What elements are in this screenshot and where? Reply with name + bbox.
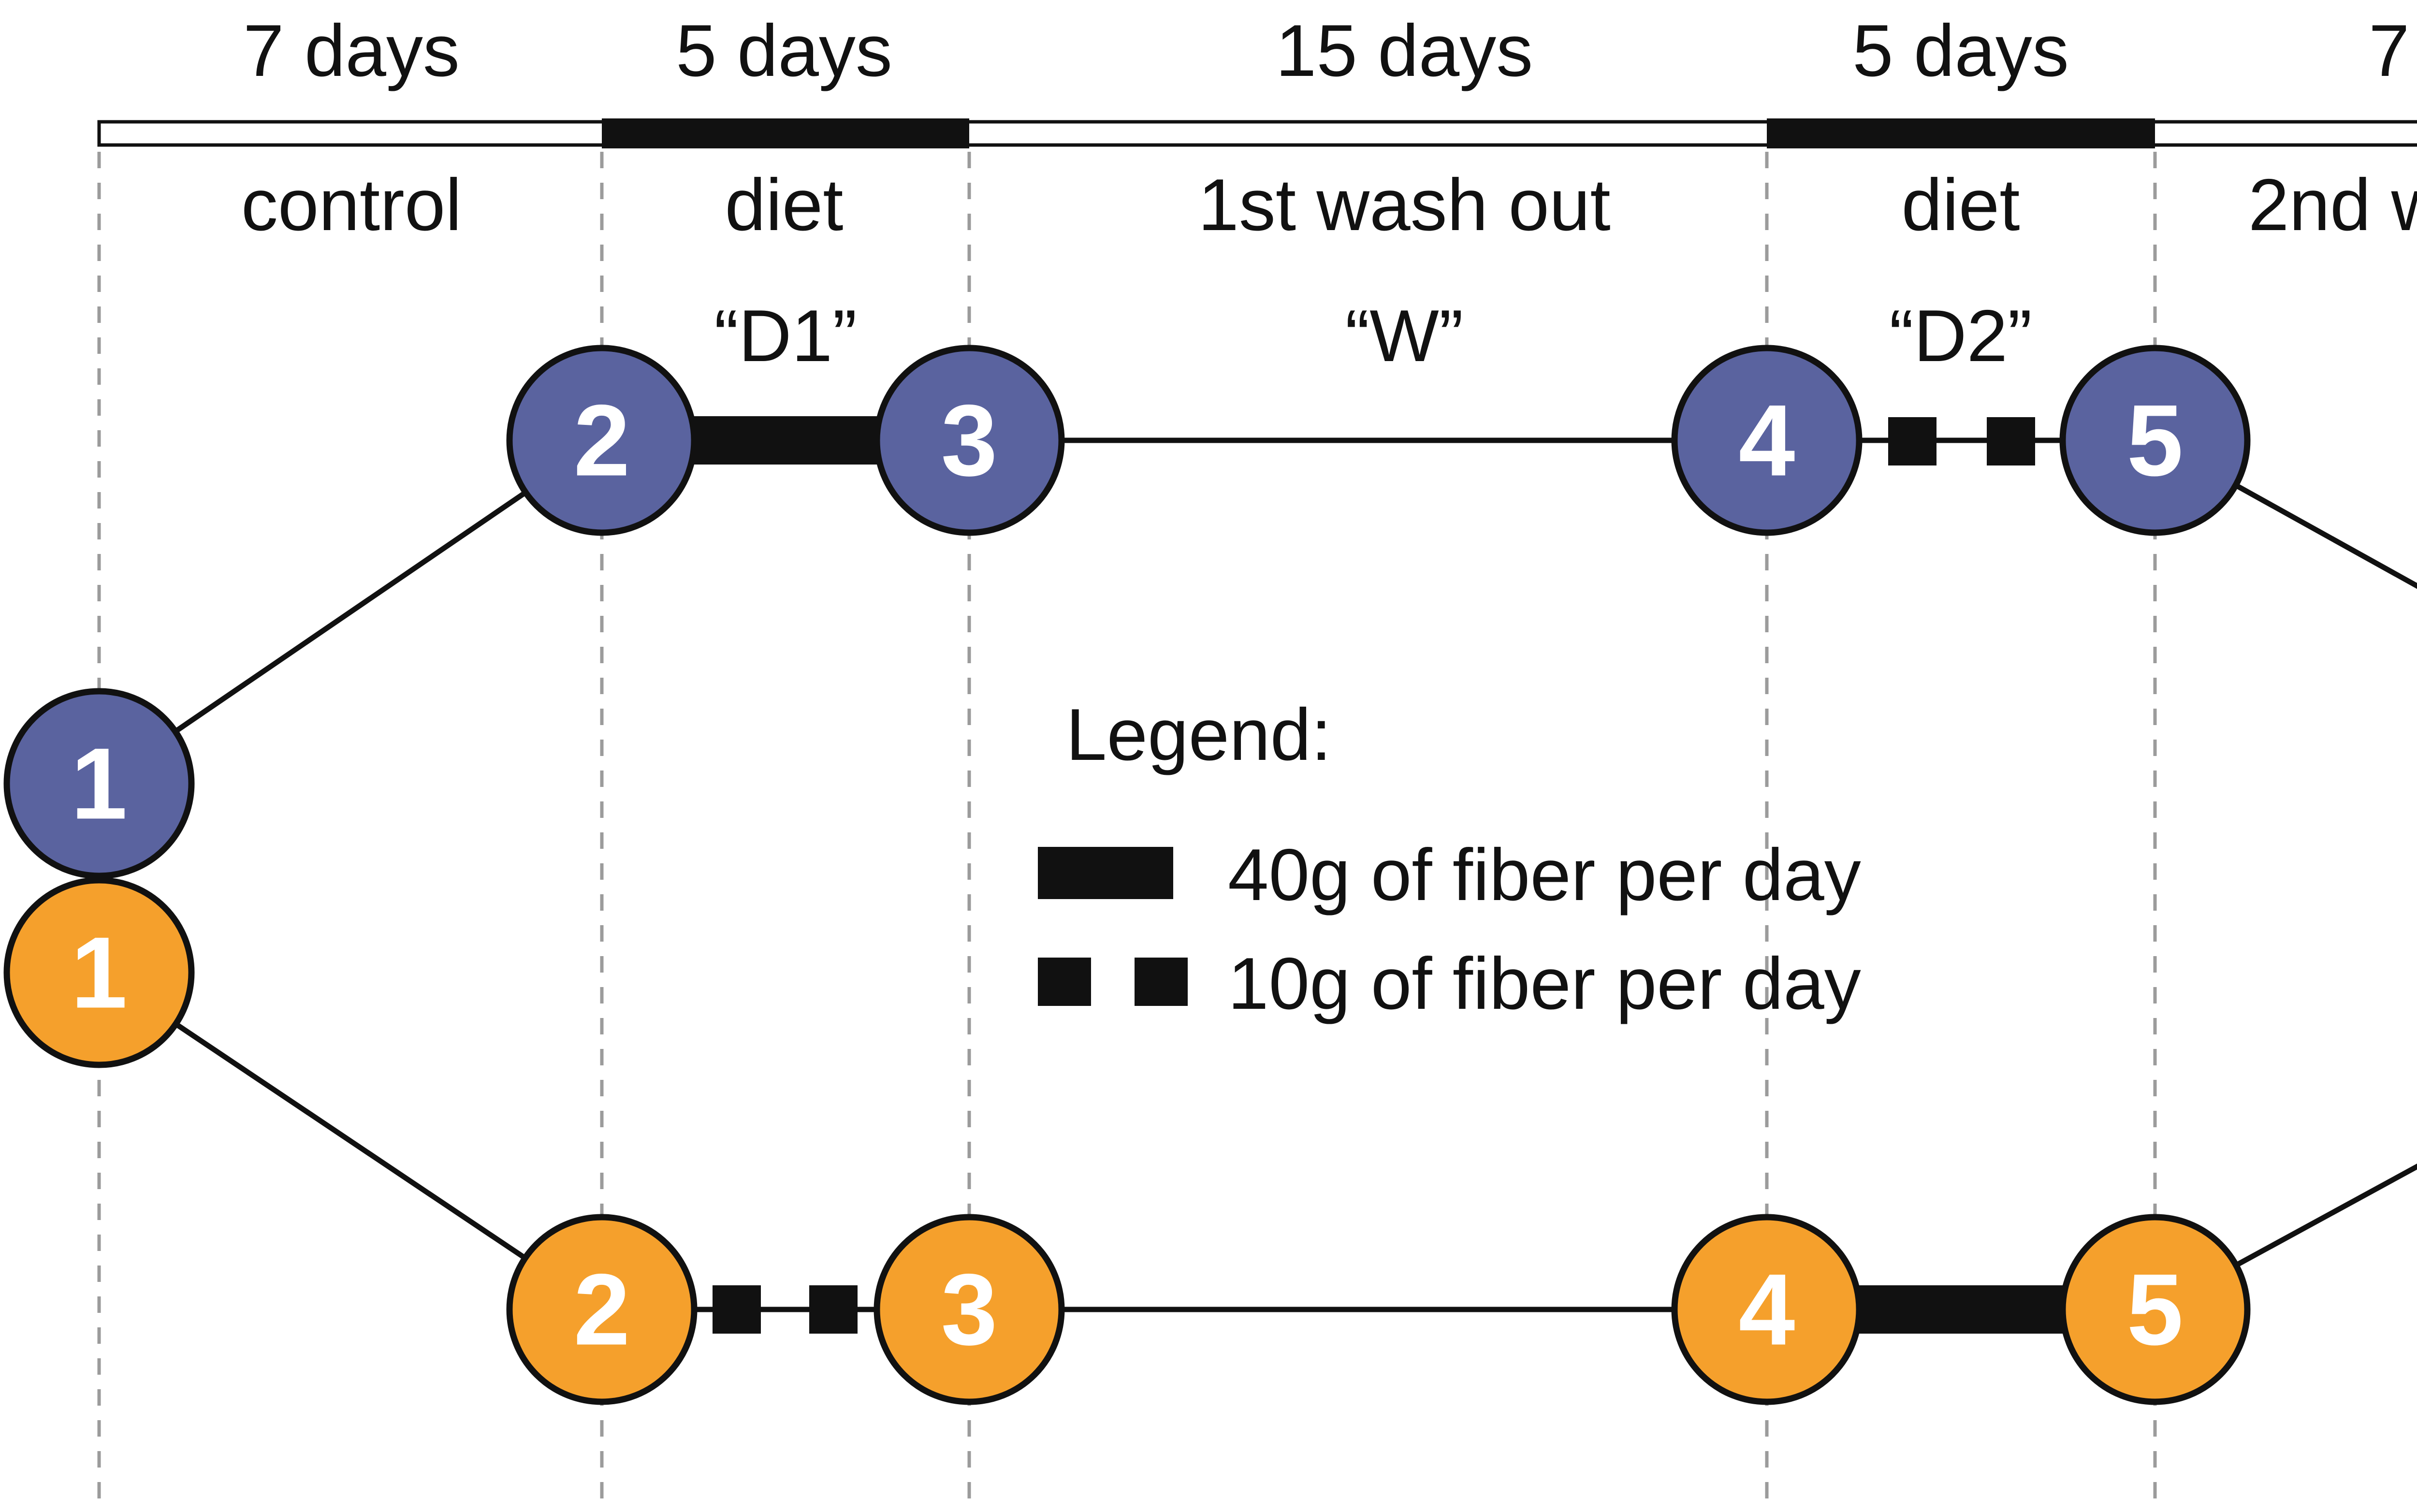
node-orange-3-label: 3 [941,1253,998,1367]
legend-item-40g-label: 40g of fiber per day [1228,834,1861,916]
node-orange-1-label: 1 [71,916,128,1030]
node-blue-3: 3 [874,345,1065,536]
node-blue-4-circle [1671,345,1863,536]
diet-segment-d1 [602,118,969,148]
node-orange-3-circle [874,1214,1065,1405]
node-blue-1-circle [3,688,195,879]
node-orange-5-circle [2059,1214,2251,1405]
fiber-10g-square [1888,417,1937,465]
connector-orange-5-6 [2154,1163,2417,1312]
node-blue-3-circle [874,345,1065,536]
node-orange-1: 1 [3,877,195,1068]
node-blue-5-label: 5 [2127,384,2184,497]
connector-blue-1-2 [97,438,604,786]
fiber-10g-dashes-orange-2-3 [713,1285,858,1334]
node-blue-5: 5 [2059,345,2251,536]
phase-label-washout2: 2nd wash out [2248,164,2417,246]
legend-symbol-10g [1038,958,1188,1006]
fiber-10g-square [1987,417,2035,465]
phase-label-washout1: 1st wash out [1198,164,1610,246]
legend: Legend: 40g of fiber per day 10g of fibe… [1038,694,1861,1025]
duration-labels: 7 days 5 days 15 days 5 days 7 days [243,10,2417,92]
node-blue-4-label: 4 [1739,384,1795,497]
code-label-d2: “D2” [1889,295,2032,377]
code-label-w: “W” [1345,295,1464,377]
duration-label-washout1: 15 days [1276,10,1533,92]
node-orange-4: 4 [1671,1214,1863,1405]
connector-blue-5-6 [2154,438,2417,589]
nodes-orange-arm: 1 2 3 4 5 6 [3,877,2251,1405]
node-blue-2: 2 [506,345,698,536]
phase-labels: control diet 1st wash out diet 2nd wash … [241,164,2417,246]
node-orange-4-circle [1671,1214,1863,1405]
duration-label-diet1: 5 days [676,10,892,92]
node-orange-5: 5 [2059,1214,2251,1405]
node-blue-4: 4 [1671,345,1863,536]
timeline-bar [97,118,2417,148]
phase-label-control: control [241,164,462,246]
connector-orange-1-2 [97,970,604,1312]
node-blue-1: 1 [3,688,195,879]
fiber-10g-square [809,1285,858,1334]
node-blue-5-circle [2059,345,2251,536]
node-blue-1-label: 1 [71,727,128,841]
phase-label-diet2: diet [1901,164,2020,246]
legend-10g-square [1038,958,1091,1006]
period-code-labels: “D1” “W” “D2” [714,295,2032,377]
node-orange-5-label: 5 [2127,1253,2184,1367]
duration-label-washout2: 7 days [2369,10,2417,92]
node-blue-2-label: 2 [574,384,630,497]
phase-label-diet1: diet [725,164,843,246]
node-orange-2-label: 2 [574,1253,630,1367]
node-orange-2-circle [506,1214,698,1405]
fiber-10g-dashes-blue-4-5 [1888,417,2035,465]
node-blue-2-circle [506,345,698,536]
legend-10g-square [1135,958,1188,1006]
legend-title: Legend: [1066,694,1331,776]
legend-item-10g-label: 10g of fiber per day [1228,943,1861,1025]
fiber-10g-square [713,1285,761,1334]
node-orange-4-label: 4 [1739,1253,1795,1367]
legend-symbol-40g [1038,847,1173,899]
node-orange-1-circle [3,877,195,1068]
node-orange-2: 2 [506,1214,698,1405]
duration-label-control: 7 days [243,10,460,92]
duration-label-diet2: 5 days [1852,10,2069,92]
diet-segment-d2 [1767,118,2155,148]
node-blue-3-label: 3 [941,384,998,497]
code-label-d1: “D1” [714,295,857,377]
node-orange-3: 3 [874,1214,1065,1405]
nodes-blue-arm: 1 2 3 4 5 6 [3,345,2251,879]
